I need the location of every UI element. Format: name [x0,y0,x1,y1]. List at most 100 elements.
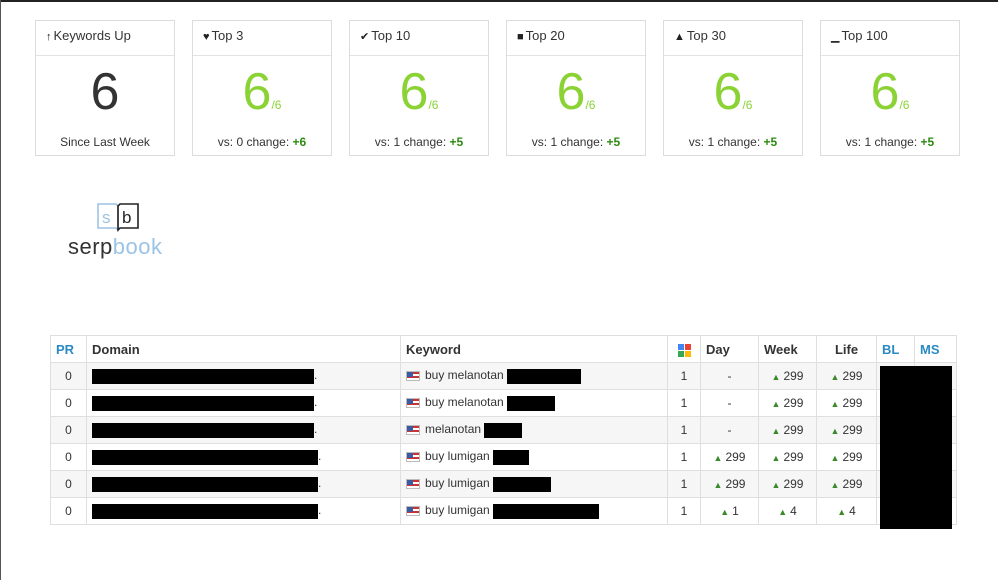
signal-icon: ▁ [831,31,840,43]
week-value: 299 [783,477,804,491]
table-row[interactable]: 0. buy lumigan 1 ▲ 299 ▲ 299 ▲ 299 [50,443,957,471]
cell-domain[interactable]: . [86,362,401,390]
stat-value-number: 6 [870,63,900,121]
redacted-domain [92,395,314,411]
stat-card-value: 6/6 [350,66,488,131]
table-row[interactable]: 0. buy melanotan 1- ▲ 299 ▲ 299 [50,362,957,390]
stat-value-number: 6 [399,63,429,121]
stat-card-footer: vs: 0 change: +6 [193,135,331,149]
day-value: - [727,369,732,383]
keyword-text: buy melanotan [425,368,504,383]
stat-footer-label: Since Last Week [60,135,150,149]
stat-card-title-text: Top 10 [371,28,411,43]
cell-day: - [700,362,759,390]
cell-domain[interactable]: . [86,497,401,525]
logo-part-serp: serp [68,234,113,259]
redacted-keyword [507,395,556,411]
col-domain-header[interactable]: Domain [86,335,401,363]
cell-domain[interactable]: . [86,470,401,498]
table-row[interactable]: 0. melanotan 1- ▲ 299 ▲ 299 [50,416,957,444]
stat-value-number: 6 [713,63,743,121]
stat-card-4: ■ Top 20 6/6 vs: 1 change: +5 [506,20,646,156]
stat-card-3: ✔ Top 10 6/6 vs: 1 change: +5 [349,20,489,156]
cell-keyword[interactable]: buy lumigan [400,497,668,525]
stat-card-value: 6/6 [193,66,331,131]
life-value: 299 [842,477,863,491]
stat-value-total: /6 [585,98,596,112]
col-ms-header[interactable]: MS [914,335,957,363]
day-value: 299 [725,450,746,464]
table-row[interactable]: 0. buy lumigan 1 ▲ 1 ▲ 4 ▲ 4 [50,497,957,525]
cell-keyword[interactable]: buy melanotan [400,362,668,390]
stat-value-total: /6 [271,98,282,112]
stat-card-title: ▁ Top 100 [821,21,959,56]
table-row[interactable]: 0. buy melanotan 1- ▲ 299 ▲ 299 [50,389,957,417]
cell-keyword[interactable]: buy lumigan [400,443,668,471]
cell-google: 1 [667,389,701,417]
cell-keyword[interactable]: buy lumigan [400,470,668,498]
heart-icon: ♥ [203,31,210,43]
redacted-keyword [493,476,552,492]
redacted-domain [92,476,318,492]
stat-value-number: 6 [556,63,586,121]
table-row[interactable]: 0. buy lumigan 1 ▲ 299 ▲ 299 ▲ 299 [50,470,957,498]
logo-part-book: book [112,234,163,259]
cell-google: 1 [667,497,701,525]
road-icon: ▲ [674,31,685,43]
day-value: 299 [725,477,746,491]
col-google-header[interactable] [667,335,701,363]
stat-value-total: /6 [899,98,910,112]
stat-footer-change: +5 [920,135,935,149]
arrow-up-icon: ▲ [830,480,840,490]
stat-footer-label: vs: 1 change: [688,135,761,149]
arrow-up-icon: ▲ [771,453,781,463]
rankings-table: PR Domain Keyword Day Week Life BL MS 0.… [50,335,957,525]
cell-domain[interactable]: . [86,443,401,471]
col-day-header[interactable]: Day [700,335,759,363]
col-life-header[interactable]: Life [816,335,877,363]
stat-card-value: 6 [36,66,174,131]
redacted-keyword [484,422,523,438]
redacted-keyword [493,449,530,465]
cell-life: ▲ 299 [816,416,877,444]
stat-card-title: ■ Top 20 [507,21,645,56]
cell-pr: 0 [50,497,87,525]
cell-keyword[interactable]: buy melanotan [400,389,668,417]
cell-life: ▲ 299 [816,443,877,471]
cell-week: ▲ 299 [758,470,817,498]
cell-google: 1 [667,416,701,444]
arrow-up-icon: ▲ [778,507,788,517]
stat-card-footer: vs: 1 change: +5 [821,135,959,149]
cell-domain[interactable]: . [86,389,401,417]
svg-text:s: s [102,208,111,227]
cell-week: ▲ 299 [758,416,817,444]
stat-footer-change: +5 [606,135,621,149]
col-pr-header[interactable]: PR [50,335,87,363]
stat-value-total: /6 [742,98,753,112]
cell-domain[interactable]: . [86,416,401,444]
cell-keyword[interactable]: melanotan [400,416,668,444]
col-week-header[interactable]: Week [758,335,817,363]
redacted-domain [92,503,318,519]
cell-day: ▲ 299 [700,443,759,471]
stat-card-title: ✔ Top 10 [350,21,488,56]
arrow-up-icon: ▲ [771,372,781,382]
us-flag-icon [406,506,420,517]
us-flag-icon [406,398,420,409]
stat-footer-change: +6 [292,135,307,149]
arrow-up-icon: ▲ [830,399,840,409]
cell-pr: 0 [50,362,87,390]
redacted-domain [92,368,314,384]
stat-card-footer: vs: 1 change: +5 [350,135,488,149]
col-bl-header[interactable]: BL [876,335,915,363]
life-value: 299 [842,423,863,437]
stat-card-footer: Since Last Week [36,135,174,149]
redacted-domain [92,422,314,438]
col-keyword-header[interactable]: Keyword [400,335,668,363]
stat-card-title: ▲ Top 30 [664,21,802,56]
stat-card-title: ♥ Top 3 [193,21,331,56]
redacted-keyword [507,368,582,384]
keyword-text: buy melanotan [425,395,504,410]
cell-day: - [700,416,759,444]
stat-card-title-text: Keywords Up [53,28,131,43]
